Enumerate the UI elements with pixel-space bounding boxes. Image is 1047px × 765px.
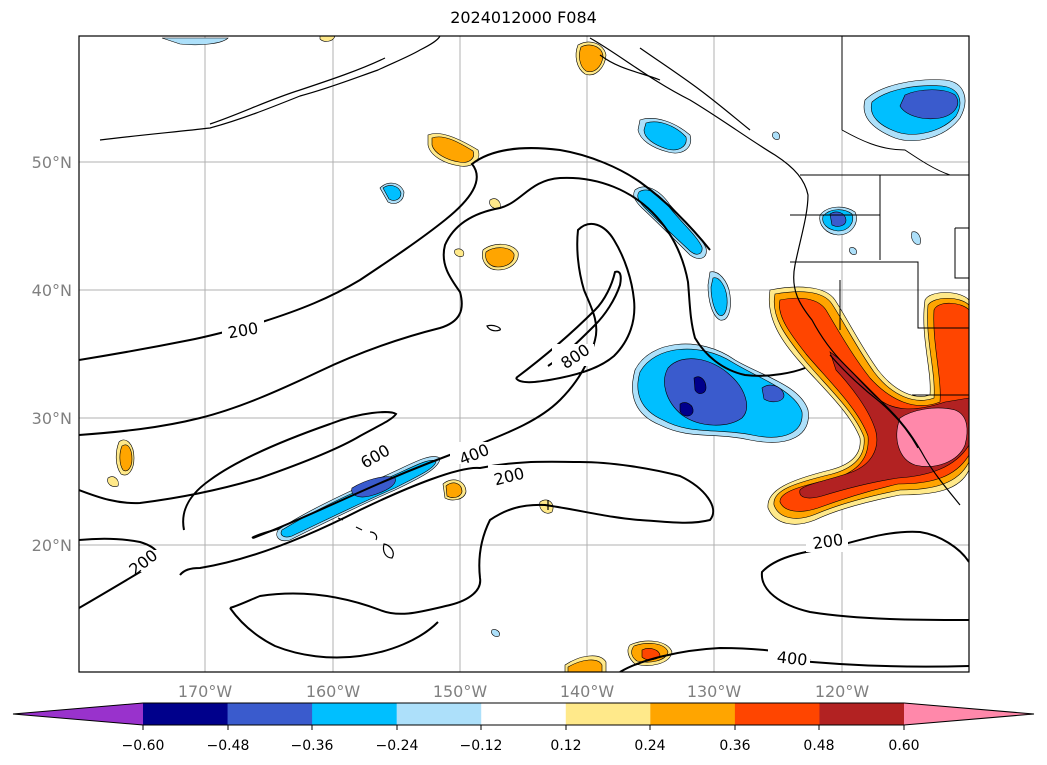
lat-label-30n: 30°N	[32, 409, 72, 428]
colorbar-tick-label: −0.36	[291, 738, 334, 754]
colorbar-tick-label: 0.24	[634, 738, 665, 754]
colorbar-segment	[227, 703, 313, 725]
lat-label-40n: 40°N	[32, 281, 72, 300]
colorbar-tick-label: −0.12	[460, 738, 503, 754]
colorbar-tick-label: 0.12	[550, 738, 581, 754]
map-frame	[78, 35, 970, 673]
longitude-labels: 170°W 160°W 150°W 140°W 130°W 120°W	[178, 682, 870, 701]
colorbar-tick-labels: −0.60 −0.48 −0.36 −0.24 −0.12 0.12 0.24 …	[122, 738, 920, 754]
height-contours	[79, 147, 969, 672]
map-title: 2024012000 F084	[450, 8, 597, 27]
coastlines	[99, 36, 961, 506]
colorbar-tick-label: 0.36	[719, 738, 750, 754]
colorbar-segments	[13, 703, 1034, 725]
lon-label-150w: 150°W	[433, 682, 488, 701]
lon-label-120w: 120°W	[815, 682, 870, 701]
lon-label-160w: 160°W	[306, 682, 361, 701]
borders	[790, 36, 969, 396]
colorbar-segment	[819, 703, 905, 725]
colorbar-extend-low	[13, 703, 143, 725]
colorbar: −0.60 −0.48 −0.36 −0.24 −0.12 0.12 0.24 …	[12, 702, 1035, 754]
contour-label-400-south: 400	[776, 647, 808, 669]
colorbar-segment	[143, 703, 229, 725]
colorbar-segment	[396, 703, 482, 725]
lat-label-20n: 20°N	[32, 536, 72, 555]
lat-label-50n: 50°N	[32, 153, 72, 172]
colorbar-tick-label: −0.24	[376, 738, 419, 754]
colorbar-tick-label: 0.48	[803, 738, 834, 754]
latitude-labels: 20°N 30°N 40°N 50°N	[32, 153, 72, 555]
colorbar-extend-high	[904, 703, 1034, 725]
map-panel: 200 200 200 200 400 400 600 800	[79, 36, 969, 672]
colorbar-segment	[481, 703, 567, 725]
positive-anomaly-areas	[107, 36, 969, 672]
colorbar-tick-label: 0.60	[888, 738, 919, 754]
colorbar-segment	[734, 703, 820, 725]
colorbar-segment	[650, 703, 736, 725]
lon-label-140w: 140°W	[560, 682, 615, 701]
colorbar-tick-label: −0.60	[122, 738, 165, 754]
contour-label-200-southeast: 200	[811, 530, 844, 553]
colorbar-segment	[565, 703, 651, 725]
lon-label-170w: 170°W	[178, 682, 233, 701]
colorbar-ticks	[142, 725, 905, 730]
colorbar-segment	[312, 703, 398, 725]
lon-label-130w: 130°W	[687, 682, 742, 701]
colorbar-tick-label: −0.48	[207, 738, 250, 754]
